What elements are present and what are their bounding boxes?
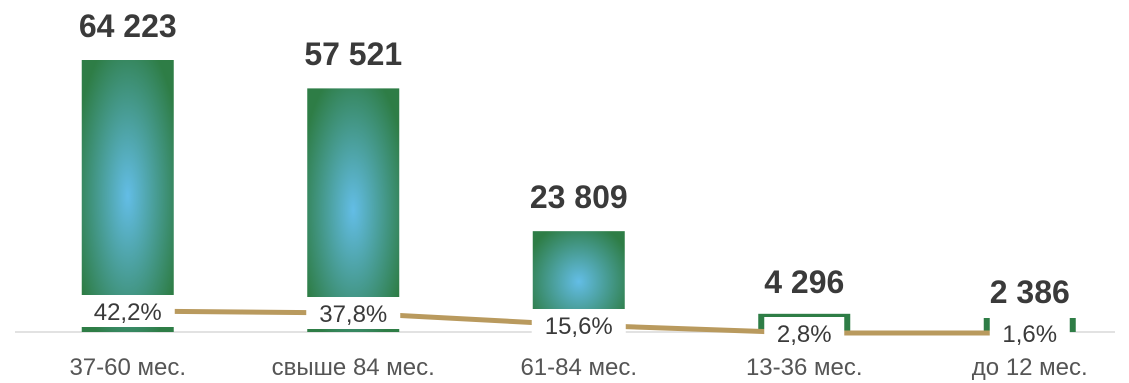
percent-label-bg-3 xyxy=(764,317,845,349)
percent-label-3: 2,8% xyxy=(777,321,832,348)
category-label-1: свыше 84 мес. xyxy=(272,354,435,381)
category-label-0: 37-60 мес. xyxy=(69,354,186,381)
labels-layer: 42,2% 37,8% 15,6% 2,8% 1,6% 64 223 57 521 23 80… xyxy=(69,8,1087,381)
bar-0 xyxy=(81,60,174,332)
value-label-4: 2 386 xyxy=(990,274,1070,310)
percent-label-4: 1,6% xyxy=(1002,321,1057,348)
percent-label-bg-4 xyxy=(989,317,1070,349)
percent-label-0: 42,2% xyxy=(94,299,162,326)
value-label-0: 64 223 xyxy=(79,8,177,44)
percent-label-bg-0 xyxy=(80,295,175,327)
value-label-1: 57 521 xyxy=(304,36,402,72)
category-label-3: 13-36 мес. xyxy=(746,354,863,381)
percent-label-2: 15,6% xyxy=(545,313,613,340)
percent-label-1: 37,8% xyxy=(319,301,387,328)
percent-label-bg-1 xyxy=(306,297,401,329)
value-label-3: 4 296 xyxy=(764,264,844,300)
bar-1 xyxy=(307,88,400,332)
category-label-4: до 12 мес. xyxy=(972,354,1088,381)
percent-label-bg-2 xyxy=(531,309,626,341)
category-label-2: 61-84 мес. xyxy=(520,354,637,381)
value-label-2: 23 809 xyxy=(530,179,628,215)
